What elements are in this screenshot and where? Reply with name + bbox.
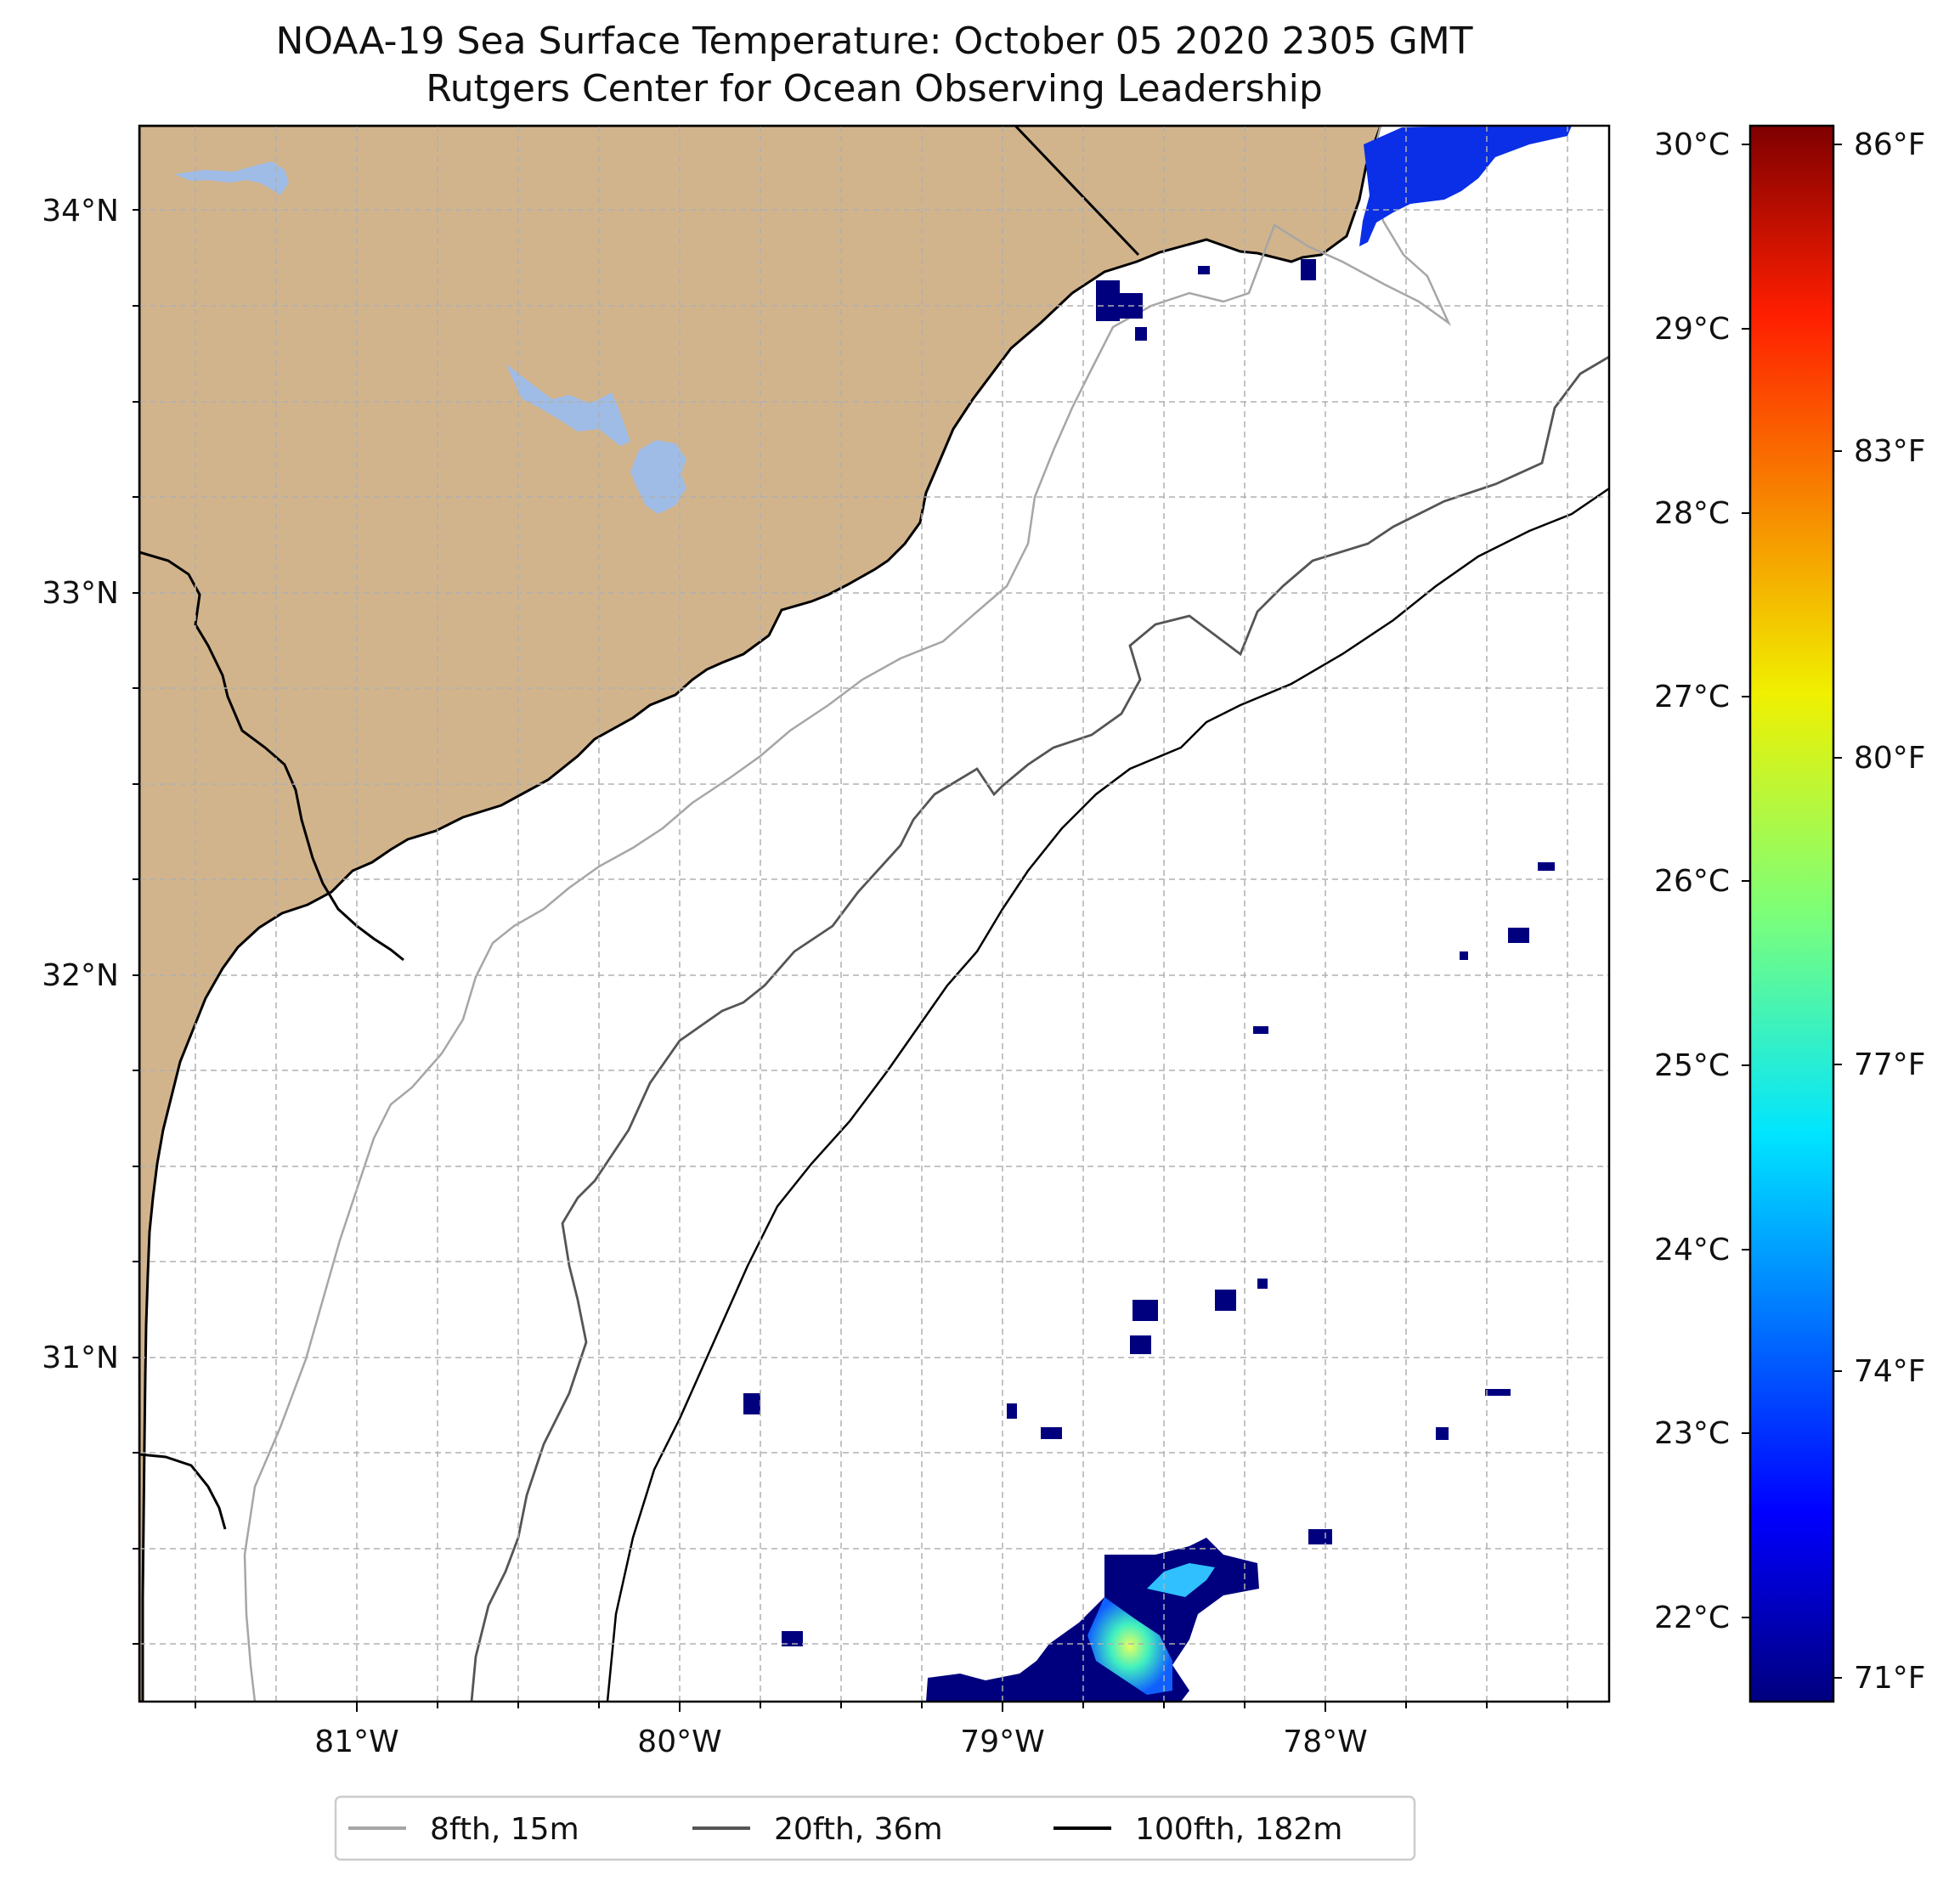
state-border-nc — [1014, 126, 1140, 257]
fahrenheit-tick-label: 80°F — [1854, 741, 1926, 776]
lat-tick-label: 34°N — [42, 194, 119, 229]
lat-tick-label: 31°N — [42, 1341, 119, 1375]
isobath-100fth — [606, 487, 1609, 1702]
sst-pixels — [743, 126, 1572, 1702]
state-border — [139, 550, 404, 962]
lat-tick-label: 32°N — [42, 958, 119, 993]
lake-north — [174, 161, 289, 195]
lat-tick-label: 33°N — [42, 576, 119, 611]
fahrenheit-tick-label: 71°F — [1854, 1661, 1926, 1696]
celsius-tick-label: 23°C — [1654, 1416, 1730, 1451]
celsius-tick-label: 26°C — [1654, 864, 1730, 899]
celsius-tick-label: 30°C — [1654, 127, 1730, 162]
legend-label: 8fth, 15m — [430, 1812, 579, 1847]
isobath-20fth — [470, 355, 1609, 1702]
isobath-8fth — [243, 126, 1452, 1702]
legend-label: 100fth, 182m — [1135, 1812, 1342, 1847]
lat-tick-marks — [133, 209, 139, 1645]
map-title: NOAA-19 Sea Surface Temperature: October… — [275, 20, 1473, 63]
lon-tick-marks — [195, 1702, 1568, 1712]
map-frame — [138, 124, 1611, 1703]
celsius-tick-label: 27°C — [1654, 680, 1730, 714]
legend-label: 20fth, 36m — [774, 1812, 943, 1847]
lake-marion — [630, 440, 686, 514]
map-subtitle: Rutgers Center for Ocean Observing Leade… — [426, 67, 1323, 110]
fahrenheit-tick-label: 74°F — [1854, 1354, 1926, 1389]
land — [139, 126, 1382, 1702]
lon-tick-label: 79°W — [960, 1725, 1044, 1759]
lon-tick-label: 81°W — [314, 1725, 398, 1759]
fahrenheit-tick-label: 77°F — [1854, 1047, 1926, 1082]
fahrenheit-tick-label: 83°F — [1854, 434, 1926, 469]
celsius-tick-label: 29°C — [1654, 312, 1730, 347]
celsius-tick-label: 28°C — [1654, 496, 1730, 531]
celsius-tick-label: 25°C — [1654, 1048, 1730, 1083]
celsius-tick-marks — [1742, 144, 1750, 1618]
fahrenheit-tick-label: 86°F — [1854, 127, 1926, 162]
lon-tick-label: 80°W — [637, 1725, 721, 1759]
colorbar — [1748, 124, 1835, 1703]
legend: 8fth, 15m 20fth, 36m 100fth, 182m — [334, 1795, 1416, 1861]
gridlines — [139, 126, 1609, 1702]
state-border-sc-ga — [139, 1453, 227, 1530]
celsius-tick-label: 22°C — [1654, 1601, 1730, 1635]
lon-tick-label: 78°W — [1283, 1725, 1367, 1759]
fahrenheit-tick-marks — [1833, 144, 1842, 1679]
celsius-tick-label: 24°C — [1654, 1233, 1730, 1267]
legend-box — [334, 1795, 1416, 1861]
